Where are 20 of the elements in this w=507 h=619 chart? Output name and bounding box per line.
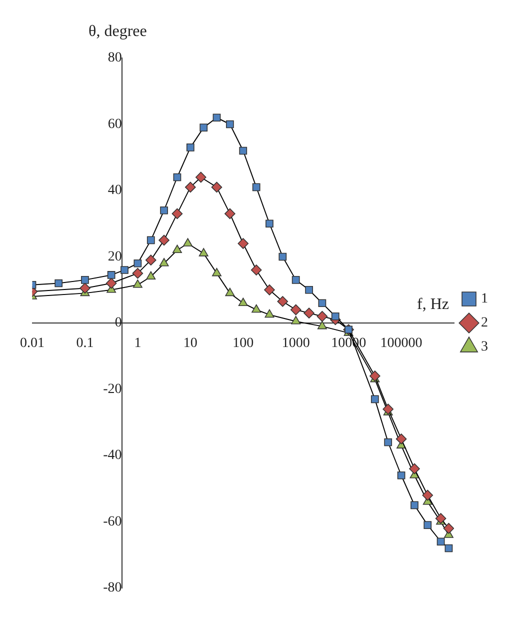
x-tick-label: 0.01: [20, 336, 44, 352]
legend-label: 3: [481, 340, 488, 355]
y-tick-label: 80: [108, 50, 122, 66]
x-tick-label: 10: [183, 336, 198, 352]
legend-label: 2: [481, 316, 488, 331]
y-tick-label: 40: [108, 183, 122, 198]
y-tick-label: -60: [103, 514, 122, 530]
x-tick-label: 0.1: [76, 336, 94, 352]
y-tick-label: -80: [103, 580, 122, 596]
y-tick-label: -20: [103, 382, 122, 397]
x-tick-label: 100: [232, 336, 254, 352]
x-tick-label: 100000: [380, 336, 422, 352]
legend-label: 1: [481, 292, 488, 307]
y-axis-title: θ, degree: [88, 23, 147, 40]
x-tick-label: 1000: [282, 336, 310, 352]
x-tick-label: 1: [134, 336, 142, 352]
y-tick-label: 60: [108, 116, 122, 132]
y-tick-label: 20: [108, 249, 122, 264]
y-tick-label: -40: [103, 448, 122, 464]
x-axis-title: f, Hz: [417, 296, 449, 313]
